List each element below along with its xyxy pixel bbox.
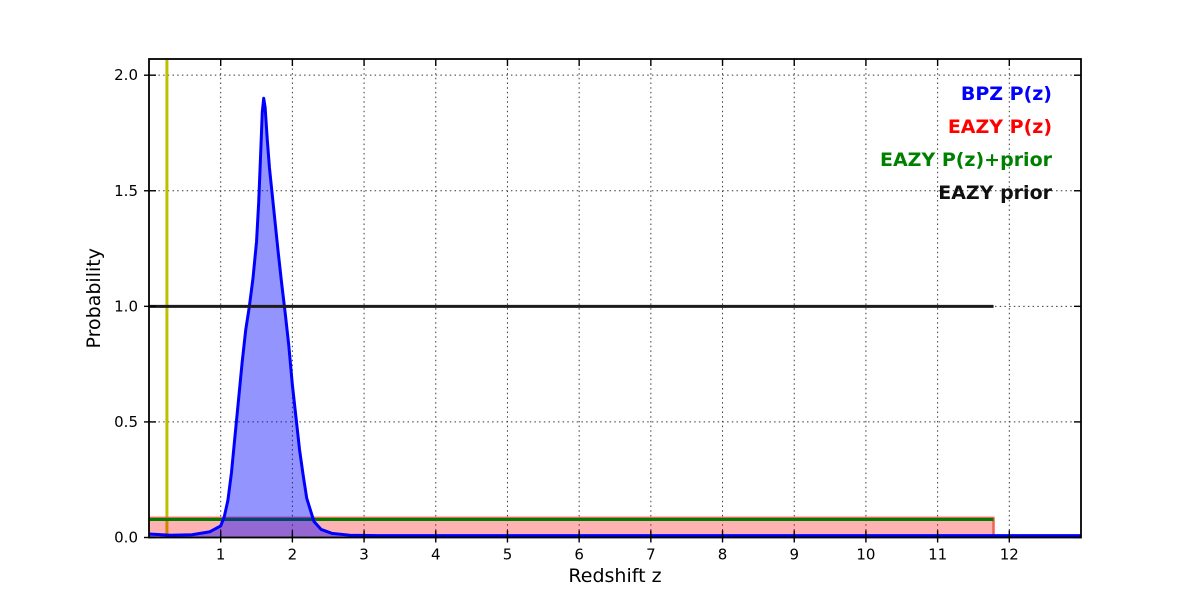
y-tick-label: 2.0 xyxy=(114,66,138,84)
x-tick-label: 1 xyxy=(216,546,226,564)
legend-entry-eazy-pz: EAZY P(z) xyxy=(947,116,1052,138)
x-tick-label: 11 xyxy=(928,546,947,564)
tick-labels: 1 2 3 4 5 6 7 8 9 10 11 120.00.51.01.52.0 xyxy=(114,66,1019,563)
x-tick-label: 6 xyxy=(574,546,584,564)
plot-border xyxy=(148,58,1082,539)
x-tick-label: 8 xyxy=(718,546,728,564)
legend-entry-eazy-prior: EAZY prior xyxy=(938,182,1052,204)
y-tick-label: 0.0 xyxy=(114,529,138,547)
x-tick-label: 4 xyxy=(431,546,441,564)
y-tick-label: 1.0 xyxy=(114,297,138,315)
tick-marks xyxy=(144,59,1081,543)
series-group xyxy=(148,59,1081,538)
y-tick-label: 0.5 xyxy=(114,413,138,431)
x-tick-label: 3 xyxy=(359,546,369,564)
x-tick-label: 10 xyxy=(856,546,875,564)
x-tick-label: 5 xyxy=(503,546,513,564)
x-tick-label: 2 xyxy=(288,546,298,564)
legend: BPZ P(z) EAZY P(z) EAZY P(z)+prior EAZY … xyxy=(880,78,1052,210)
bpz-pz-fill xyxy=(149,98,1081,538)
x-tick-label: 7 xyxy=(646,546,656,564)
legend-entry-eazy-pz-prior: EAZY P(z)+prior xyxy=(879,149,1052,171)
bpz-pz-curve xyxy=(148,96,1081,538)
legend-entry-bpz-pz: BPZ P(z) xyxy=(960,83,1052,105)
x-axis-label: Redshift z xyxy=(568,565,661,587)
x-tick-label: 12 xyxy=(1000,546,1019,564)
eazy-pz-fill xyxy=(149,517,994,538)
y-axis-label: Probability xyxy=(83,248,105,348)
x-tick-label: 9 xyxy=(789,546,799,564)
y-tick-label: 1.5 xyxy=(114,182,138,200)
eazy-pz-curve xyxy=(149,516,995,538)
